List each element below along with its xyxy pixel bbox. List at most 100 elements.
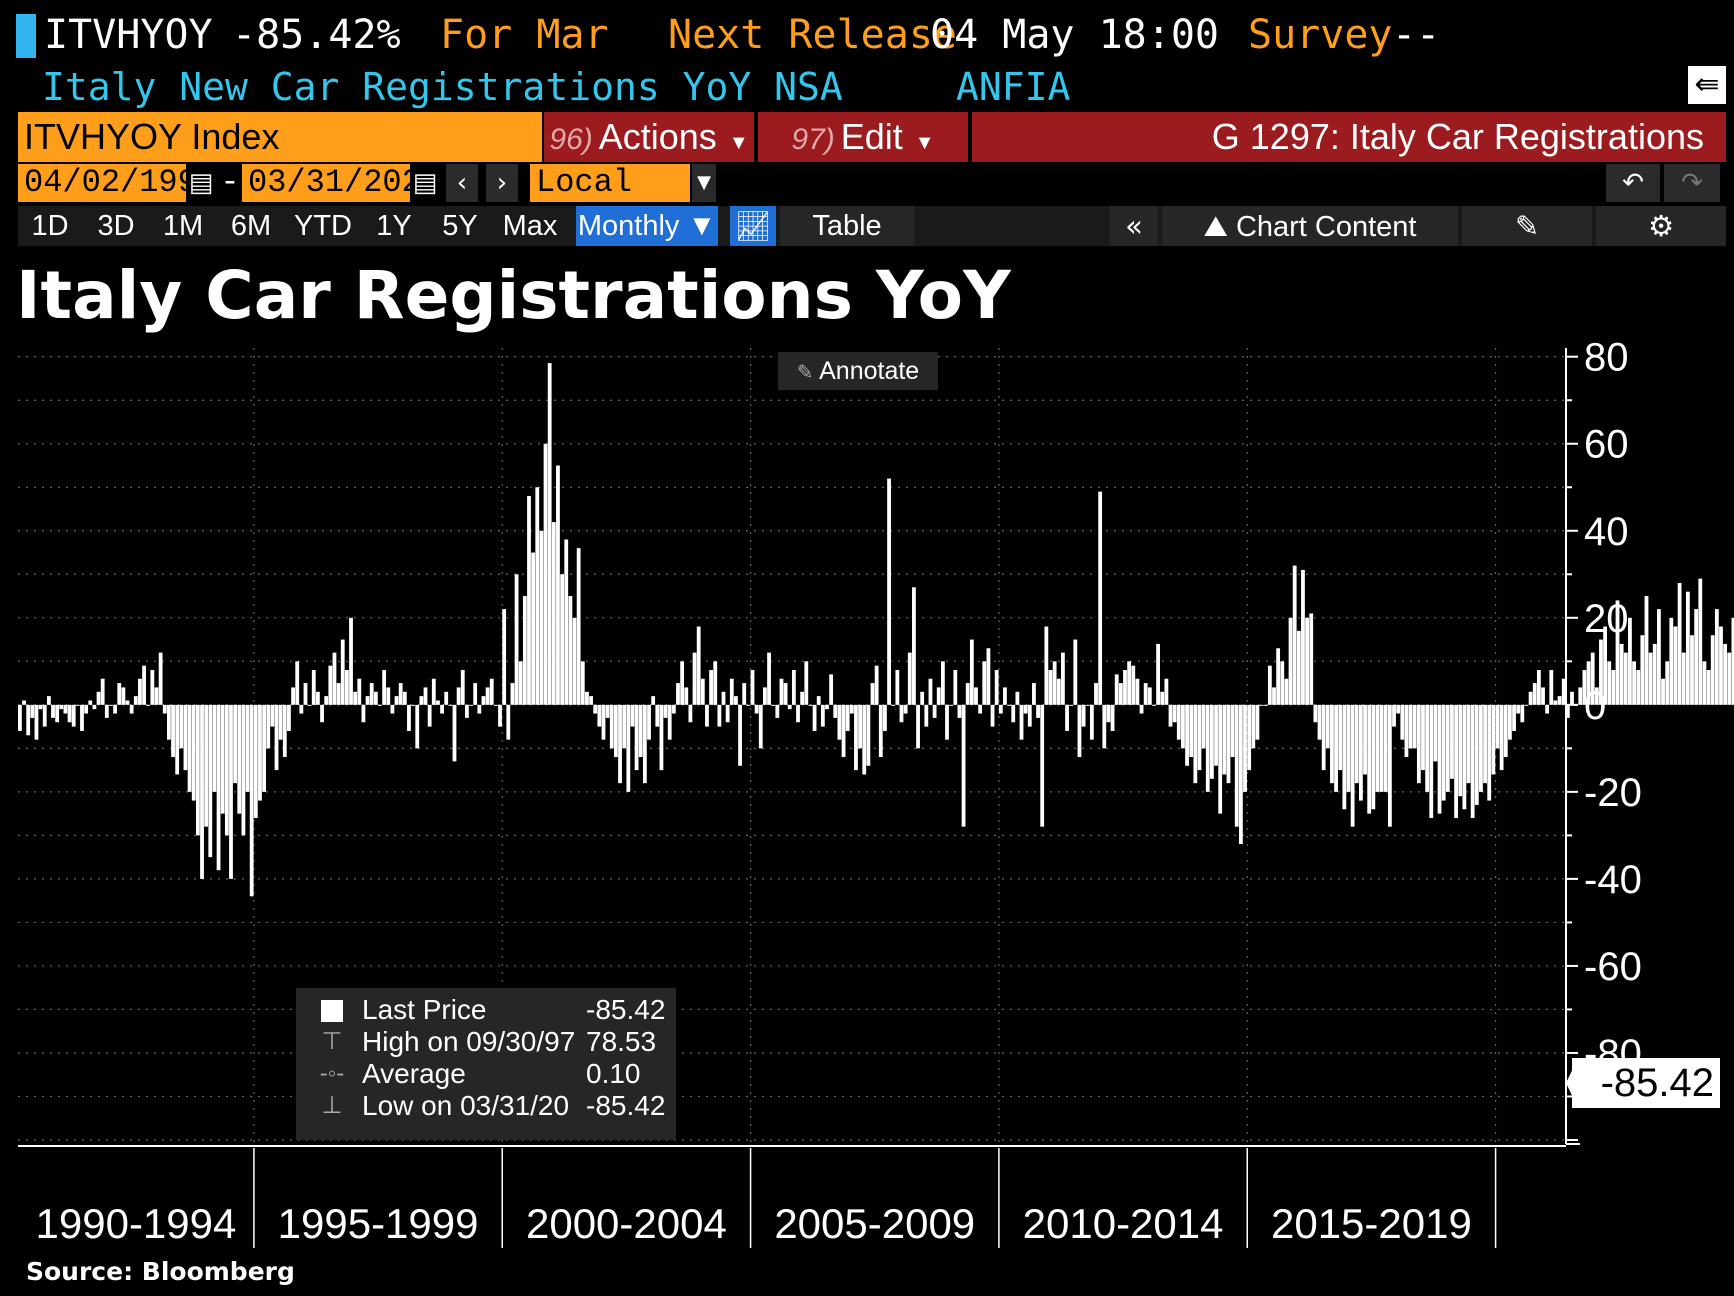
data-bar xyxy=(738,704,742,766)
data-bar xyxy=(133,696,138,705)
gear-icon[interactable]: ⚙ xyxy=(1596,206,1726,246)
exit-icon[interactable]: ⇚ xyxy=(1688,66,1726,104)
data-bar xyxy=(1044,626,1049,705)
data-bar xyxy=(1640,635,1645,705)
data-bar xyxy=(1230,704,1235,758)
data-bar xyxy=(1292,565,1297,705)
data-bar xyxy=(651,696,656,705)
annotate-button[interactable]: ✎ Annotate xyxy=(778,352,938,390)
data-bar xyxy=(924,704,929,727)
data-bar xyxy=(1561,678,1566,705)
edit-chart-icon[interactable]: ✎ xyxy=(1462,206,1592,246)
data-bar xyxy=(527,495,531,705)
data-bar xyxy=(940,661,945,705)
caret-down-icon: ▼ xyxy=(914,132,935,154)
data-bar xyxy=(253,704,258,818)
chevron-down-icon[interactable]: ▼ xyxy=(692,164,716,202)
data-bar xyxy=(191,704,196,801)
data-bar xyxy=(1619,643,1624,705)
data-bar xyxy=(1102,704,1107,749)
data-bar xyxy=(626,704,631,792)
frequency-select[interactable]: Monthly ▼ xyxy=(576,206,718,246)
security-field[interactable]: ITVHYOY Index xyxy=(18,112,542,162)
legend-low-value: -85.42 xyxy=(586,1090,666,1121)
data-bar xyxy=(978,704,983,714)
next-arrow-icon[interactable]: › xyxy=(486,164,518,202)
prev-arrow-icon[interactable]: ‹ xyxy=(446,164,478,202)
data-bar xyxy=(117,683,122,705)
data-bar xyxy=(104,704,109,718)
tab-6m[interactable]: 6M xyxy=(230,210,272,242)
tab-3d[interactable]: 3D xyxy=(97,210,135,242)
data-bar xyxy=(1003,687,1007,705)
tab-1y[interactable]: 1Y xyxy=(376,210,412,242)
table-button[interactable]: Table xyxy=(780,206,914,246)
chart-content-button[interactable]: ⛰ Chart Content xyxy=(1162,206,1458,246)
data-bar xyxy=(614,704,618,758)
data-bar xyxy=(874,665,879,705)
data-bar xyxy=(1172,704,1177,723)
line-chart-icon[interactable]: 📈︎ xyxy=(730,206,776,246)
data-bar xyxy=(1458,704,1463,797)
actions-menu[interactable]: 96) Actions ▼ xyxy=(544,112,754,162)
data-bar xyxy=(696,626,701,705)
data-bar xyxy=(531,552,536,705)
tab-1m[interactable]: 1M xyxy=(162,210,204,242)
calendar-icon[interactable]: ▤ xyxy=(412,164,438,202)
next-release-label: Next Release xyxy=(668,12,957,58)
data-bar xyxy=(1545,704,1550,714)
data-bar xyxy=(175,704,180,775)
data-bar xyxy=(1487,704,1492,801)
data-bar xyxy=(1499,704,1504,771)
data-bar xyxy=(1263,704,1268,706)
redo-icon[interactable]: ↷ xyxy=(1664,164,1720,202)
collapse-icon[interactable]: « xyxy=(1110,206,1158,246)
data-bar xyxy=(576,548,581,705)
start-date-input[interactable]: 04/02/1990 xyxy=(18,164,216,202)
data-bar xyxy=(125,700,130,705)
undo-icon[interactable]: ↶ xyxy=(1606,164,1660,202)
data-bar xyxy=(1330,704,1334,784)
data-bar xyxy=(841,704,846,758)
data-bar xyxy=(763,687,767,705)
end-date-input[interactable]: 03/31/2020 xyxy=(242,164,440,202)
annotate-label: Annotate xyxy=(819,357,920,385)
data-bar xyxy=(477,704,482,714)
data-bar xyxy=(1371,704,1376,810)
tab-ytd[interactable]: YTD xyxy=(294,210,352,242)
data-bar xyxy=(1077,704,1082,758)
tab-max[interactable]: Max xyxy=(502,210,558,242)
tab-5y[interactable]: 5Y xyxy=(442,210,478,242)
data-bar xyxy=(593,704,598,714)
date-separator: - xyxy=(220,164,240,201)
data-bar xyxy=(1508,704,1512,740)
data-bar xyxy=(1127,661,1132,705)
data-bar xyxy=(121,687,126,705)
data-bar xyxy=(916,704,920,749)
data-bar xyxy=(750,670,755,705)
data-bar xyxy=(179,704,184,749)
data-bar xyxy=(1387,704,1392,827)
chart-name: G 1297: Italy Car Registrations xyxy=(972,112,1726,162)
data-bar xyxy=(1069,704,1074,706)
data-bar xyxy=(427,704,432,727)
data-bar xyxy=(1632,661,1636,705)
data-bar xyxy=(771,704,776,706)
data-bar xyxy=(1168,704,1173,727)
data-bar xyxy=(791,670,796,705)
data-bar xyxy=(1677,582,1682,705)
data-bar xyxy=(1429,704,1434,818)
data-bar xyxy=(647,704,651,740)
data-bar xyxy=(1342,704,1347,810)
legend-box[interactable]: Last Price -85.42 ⊤ High on 09/30/97 78.… xyxy=(296,988,676,1140)
data-bar xyxy=(1019,704,1024,740)
data-bar xyxy=(1226,704,1231,784)
edit-menu[interactable]: 97) Edit ▼ xyxy=(758,112,968,162)
tab-1d[interactable]: 1D xyxy=(31,210,69,242)
data-bar xyxy=(481,696,486,705)
chart-content-label: Chart Content xyxy=(1235,211,1417,243)
data-bar xyxy=(1425,704,1430,792)
data-bar xyxy=(22,700,26,705)
data-bar xyxy=(692,652,697,705)
calendar-icon[interactable]: ▤ xyxy=(188,164,214,202)
